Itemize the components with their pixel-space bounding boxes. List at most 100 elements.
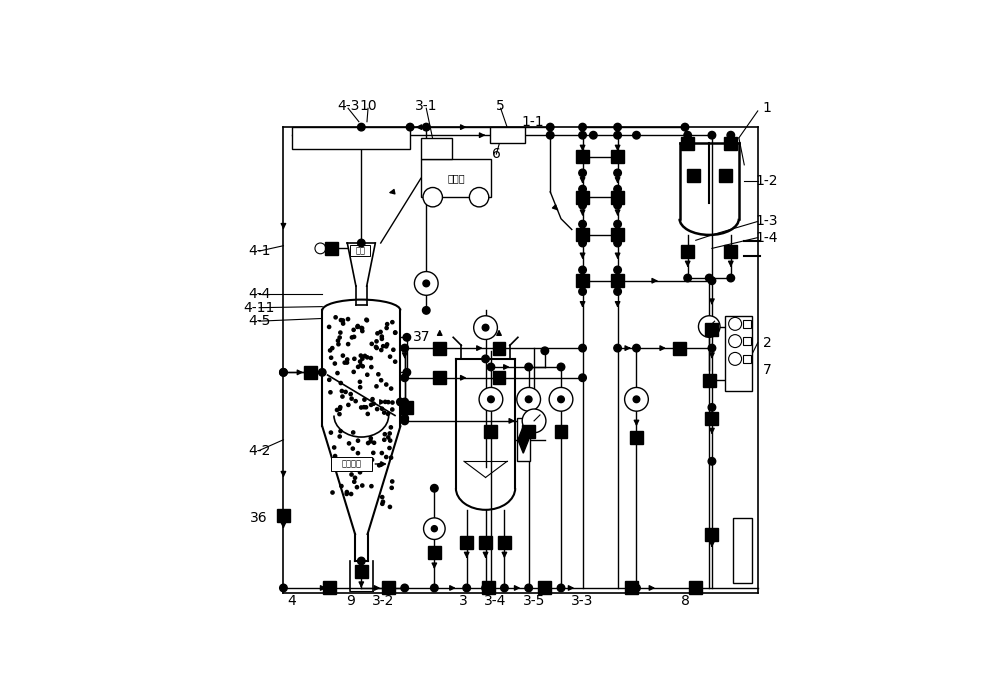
Circle shape	[339, 430, 342, 433]
Circle shape	[381, 500, 385, 503]
Circle shape	[546, 123, 554, 131]
Circle shape	[684, 274, 691, 282]
Bar	[705, 528, 718, 540]
Circle shape	[463, 584, 470, 592]
Circle shape	[401, 417, 408, 425]
Circle shape	[343, 361, 346, 364]
Circle shape	[374, 345, 378, 349]
Bar	[611, 190, 624, 204]
Circle shape	[676, 344, 683, 352]
Circle shape	[389, 439, 392, 442]
Circle shape	[366, 373, 369, 377]
Bar	[421, 138, 452, 160]
Circle shape	[352, 335, 356, 339]
Circle shape	[388, 447, 391, 449]
Circle shape	[379, 330, 382, 333]
Circle shape	[329, 391, 332, 394]
Circle shape	[406, 123, 414, 131]
Circle shape	[386, 323, 389, 326]
Text: 4-1: 4-1	[248, 244, 270, 258]
Text: 10: 10	[359, 99, 377, 113]
Circle shape	[329, 431, 333, 434]
Circle shape	[423, 280, 430, 287]
Circle shape	[729, 317, 742, 330]
Bar	[743, 355, 751, 363]
Bar	[733, 518, 752, 582]
Text: 5: 5	[496, 99, 505, 113]
Bar	[689, 582, 702, 594]
Bar	[705, 323, 718, 336]
Circle shape	[358, 380, 362, 384]
Bar	[400, 401, 413, 414]
Circle shape	[351, 447, 354, 450]
Bar	[433, 342, 446, 355]
Circle shape	[354, 400, 357, 402]
Text: 4-3: 4-3	[337, 99, 359, 113]
Circle shape	[370, 484, 373, 488]
Circle shape	[353, 480, 356, 484]
Circle shape	[380, 349, 383, 351]
Circle shape	[350, 397, 353, 400]
Circle shape	[384, 400, 387, 403]
Circle shape	[474, 316, 497, 340]
Text: 1: 1	[762, 102, 771, 116]
Circle shape	[525, 584, 532, 592]
Circle shape	[375, 340, 378, 343]
Bar	[743, 337, 751, 345]
Circle shape	[517, 388, 541, 411]
Circle shape	[369, 437, 372, 440]
Circle shape	[345, 491, 349, 494]
Text: 3: 3	[459, 594, 467, 608]
Text: 输灰车: 输灰车	[447, 174, 465, 183]
Circle shape	[383, 433, 386, 436]
Bar	[611, 228, 624, 242]
Circle shape	[431, 526, 437, 532]
Circle shape	[333, 446, 336, 449]
Bar	[725, 316, 752, 391]
Text: 9: 9	[346, 594, 355, 608]
Circle shape	[392, 348, 395, 351]
Circle shape	[614, 344, 621, 352]
Circle shape	[280, 584, 287, 592]
Bar	[517, 418, 530, 461]
Circle shape	[436, 347, 444, 355]
Circle shape	[579, 123, 586, 131]
Circle shape	[356, 439, 360, 442]
Circle shape	[541, 584, 549, 592]
Polygon shape	[518, 426, 529, 453]
Circle shape	[579, 220, 586, 228]
Bar	[576, 274, 589, 287]
Circle shape	[385, 456, 388, 458]
Circle shape	[614, 132, 621, 139]
Bar	[482, 582, 495, 594]
Circle shape	[614, 239, 621, 247]
Circle shape	[361, 357, 364, 360]
Circle shape	[380, 335, 383, 338]
Text: 4-11: 4-11	[243, 301, 275, 315]
Circle shape	[333, 454, 337, 458]
Circle shape	[614, 186, 621, 193]
Circle shape	[487, 584, 495, 592]
Bar	[304, 366, 317, 379]
Circle shape	[375, 385, 378, 388]
Circle shape	[558, 396, 564, 402]
Circle shape	[698, 316, 720, 337]
Circle shape	[340, 484, 343, 488]
Circle shape	[385, 383, 388, 386]
Circle shape	[380, 379, 383, 382]
Circle shape	[488, 396, 494, 402]
Circle shape	[355, 486, 359, 489]
Circle shape	[705, 377, 713, 384]
Circle shape	[579, 239, 586, 247]
Circle shape	[431, 584, 438, 592]
Circle shape	[482, 355, 489, 363]
Circle shape	[356, 365, 360, 368]
Bar	[355, 566, 368, 578]
Text: 3-4: 3-4	[484, 594, 506, 608]
Circle shape	[347, 442, 351, 445]
Bar	[428, 547, 441, 559]
Circle shape	[579, 344, 586, 352]
Bar	[625, 582, 638, 594]
Circle shape	[389, 456, 393, 459]
Circle shape	[391, 321, 394, 324]
